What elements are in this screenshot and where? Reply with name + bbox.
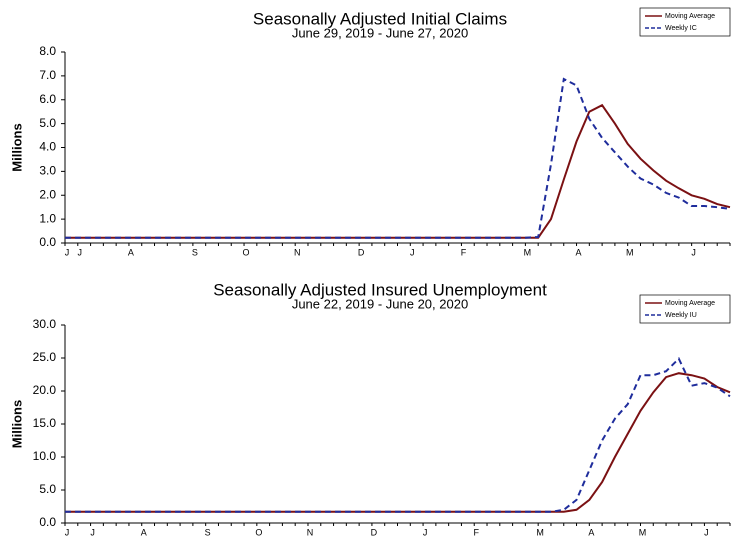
x-tick-label: A	[588, 527, 594, 537]
series-line	[65, 372, 731, 513]
x-tick-label: F	[473, 527, 479, 537]
legend-label: Moving Average	[665, 13, 715, 20]
y-tick-label: 2.0	[39, 187, 56, 201]
legend-label: Weekly IU	[665, 312, 697, 319]
series-line	[65, 357, 731, 513]
y-tick-label: 1.0	[39, 211, 56, 225]
chart-subtitle: June 22, 2019 - June 20, 2020	[292, 296, 468, 311]
y-tick-label: 7.0	[39, 68, 56, 82]
legend-label: Weekly IC	[665, 25, 697, 32]
x-tick-label: J	[423, 527, 428, 537]
x-tick-label: M	[626, 247, 634, 257]
y-tick-label: 4.0	[39, 140, 56, 154]
x-tick-label: O	[243, 247, 250, 257]
y-tick-label: 6.0	[39, 92, 56, 106]
x-tick-label: J	[90, 527, 95, 537]
legend-box	[639, 7, 731, 37]
y-tick-label: 25.0	[33, 350, 57, 364]
x-tick-label: J	[65, 527, 70, 537]
x-tick-label: J	[704, 527, 709, 537]
y-tick-label: 30.0	[33, 317, 57, 331]
y-tick-label: 15.0	[33, 416, 57, 430]
x-tick-label: S	[205, 527, 211, 537]
series-line	[65, 103, 731, 239]
x-tick-label: N	[307, 527, 314, 537]
legend-label: Moving Average	[665, 300, 715, 307]
x-tick-label: J	[65, 247, 70, 257]
y-tick-label: 8.0	[39, 44, 56, 58]
x-tick-label: J	[410, 247, 415, 257]
series-line	[65, 77, 731, 239]
x-tick-label: D	[358, 247, 365, 257]
x-tick-label: J	[78, 247, 83, 257]
y-tick-label: 0.0	[39, 235, 56, 249]
x-tick-label: M	[524, 247, 532, 257]
x-tick-label: S	[192, 247, 198, 257]
x-tick-label: J	[691, 247, 696, 257]
x-tick-label: A	[128, 247, 134, 257]
y-tick-label: 0.0	[39, 515, 56, 529]
y-tick-label: 5.0	[39, 482, 56, 496]
x-tick-label: N	[294, 247, 301, 257]
x-tick-label: M	[639, 527, 647, 537]
x-tick-label: F	[461, 247, 467, 257]
y-tick-label: 20.0	[33, 383, 57, 397]
chart-subtitle: June 29, 2019 - June 27, 2020	[292, 25, 468, 40]
y-axis-label: Millions	[9, 400, 24, 448]
y-tick-label: 10.0	[33, 449, 57, 463]
chart-title: Seasonally Adjusted Initial Claims	[253, 9, 507, 28]
y-axis-label: Millions	[9, 123, 24, 171]
x-tick-label: O	[255, 527, 262, 537]
legend-box	[639, 294, 731, 324]
chart-title: Seasonally Adjusted Insured Unemployment	[213, 280, 547, 299]
y-tick-label: 5.0	[39, 116, 56, 130]
x-tick-label: M	[536, 527, 544, 537]
x-tick-label: A	[141, 527, 147, 537]
x-tick-label: D	[371, 527, 378, 537]
y-tick-label: 3.0	[39, 164, 56, 178]
x-tick-label: A	[576, 247, 582, 257]
